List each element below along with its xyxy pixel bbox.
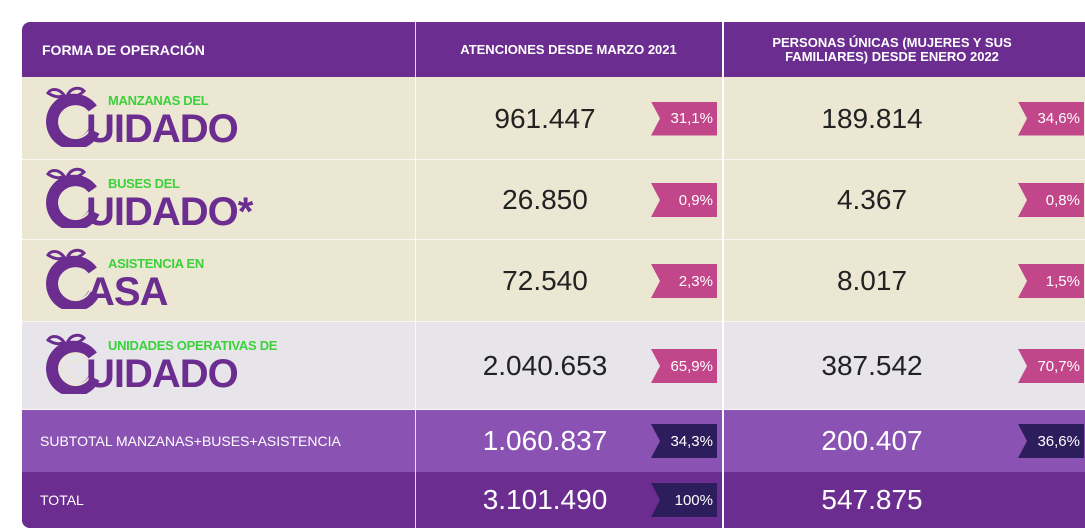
logo-big-text: UIDADO	[86, 107, 239, 151]
logo-small-text: BUSES DEL	[108, 176, 180, 191]
header-cell: ATENCIONES DESDE MARZO 2021	[460, 42, 677, 57]
personas-pct-badge: 1,5%	[1018, 264, 1084, 298]
atenciones-value: 1.060.837	[482, 425, 608, 456]
header-cell: PERSONAS ÚNICAS (MUJERES Y SUS FAMILIARE…	[772, 34, 1012, 64]
atenciones-pct-badge: 2,3%	[651, 264, 717, 298]
row-bg	[22, 410, 1085, 472]
atenciones-pct-badge: 31,1%	[651, 101, 717, 136]
row-separator	[22, 321, 1085, 322]
table: FORMA DE OPERACIÓN ATENCIONES DESDE MARZO…	[22, 22, 1085, 528]
atenciones-pct-badge: 34,3%	[651, 424, 717, 458]
logo-icon	[44, 247, 106, 314]
row-bg	[22, 472, 1085, 528]
logo-big-text: UIDADO*	[86, 190, 253, 234]
row-separator	[22, 239, 1085, 240]
atenciones-value: 26.850	[502, 184, 588, 215]
row-bg	[22, 322, 1085, 410]
atenciones-value: 2.040.653	[482, 350, 608, 381]
row-bg	[22, 77, 1085, 160]
personas-pct-badge: 0,8%	[1018, 183, 1084, 217]
atenciones-value: 961.447	[494, 102, 596, 134]
personas-value: 4.367	[836, 184, 908, 215]
personas-value: 189.814	[821, 102, 923, 134]
atenciones-pct-badge: 65,9%	[651, 349, 717, 383]
personas-pct-badge: 70,7%	[1018, 349, 1084, 383]
row-separator	[22, 409, 1085, 410]
personas-pct-badge: 34,6%	[1018, 101, 1084, 136]
logo-small-text: UNIDADES OPERATIVAS DE	[108, 338, 278, 353]
logo-big-text: UIDADO	[86, 352, 239, 396]
logo-icon	[44, 166, 106, 233]
atenciones-value: 72.540	[502, 265, 588, 296]
personas-pct-badge: 36,6%	[1018, 424, 1084, 458]
header-cell: FORMA DE OPERACIÓN	[42, 41, 205, 58]
atenciones-value: 3.101.490	[482, 484, 608, 515]
row-label: SUBTOTAL MANZANAS+BUSES+ASISTENCIA	[40, 433, 341, 449]
logo-small-text: ASISTENCIA EN	[108, 256, 205, 271]
personas-value: 547.875	[821, 484, 923, 515]
row-label: TOTAL	[40, 492, 84, 508]
column-separator	[722, 22, 724, 528]
atenciones-pct-badge: 100%	[651, 483, 717, 517]
row-bg	[22, 240, 1085, 322]
personas-value: 387.542	[821, 350, 923, 381]
row-separator	[22, 159, 1085, 160]
row-bg	[22, 160, 1085, 240]
logo-big-text: ASA	[86, 270, 168, 314]
column-separator	[415, 22, 416, 528]
logo-small-text: MANZANAS DEL	[108, 93, 209, 108]
logo-icon	[44, 85, 106, 152]
atenciones-pct-badge: 0,9%	[651, 183, 717, 217]
personas-value: 200.407	[821, 425, 923, 456]
personas-value: 8.017	[836, 265, 908, 296]
logo-icon	[44, 332, 106, 399]
